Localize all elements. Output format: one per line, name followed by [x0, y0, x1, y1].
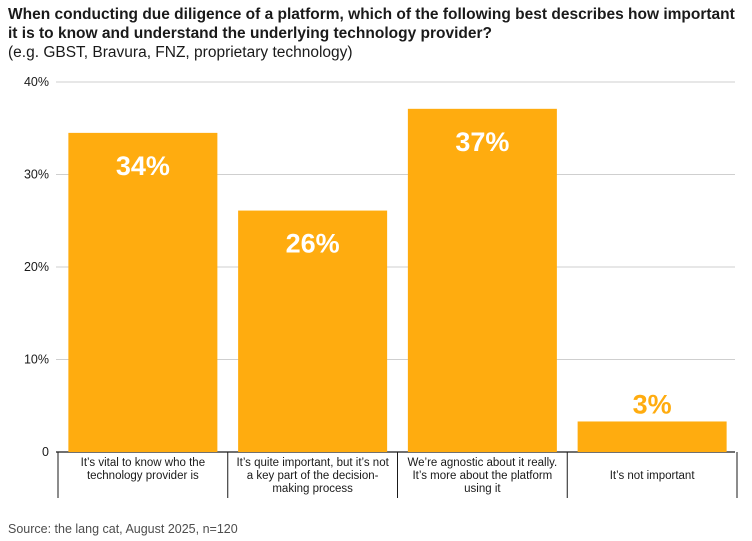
x-category-label: It’s not important	[609, 470, 695, 482]
y-tick-label: 30%	[24, 168, 49, 182]
y-tick-label: 40%	[24, 75, 49, 89]
x-category-label: It’s quite important, but it’s not a key…	[236, 457, 389, 495]
y-tick-label: 20%	[24, 260, 49, 274]
data-label: 37%	[455, 127, 509, 157]
source-note: Source: the lang cat, August 2025, n=120	[8, 522, 238, 536]
y-tick-label: 10%	[24, 353, 49, 367]
chart-title: When conducting due diligence of a platf…	[8, 6, 735, 42]
data-label: 3%	[633, 389, 672, 419]
data-label: 34%	[116, 151, 170, 181]
x-category-label: We’re agnostic about it really. It’s mor…	[407, 457, 558, 495]
x-category-label: It’s vital to know who the technology pr…	[80, 457, 206, 482]
bar	[577, 421, 727, 452]
bar	[238, 210, 388, 452]
data-label: 26%	[286, 229, 340, 259]
y-tick-label: 0	[42, 445, 49, 459]
bar	[68, 132, 218, 452]
chart-subtitle: (e.g. GBST, Bravura, FNZ, proprietary te…	[8, 44, 353, 61]
bar	[407, 108, 557, 452]
